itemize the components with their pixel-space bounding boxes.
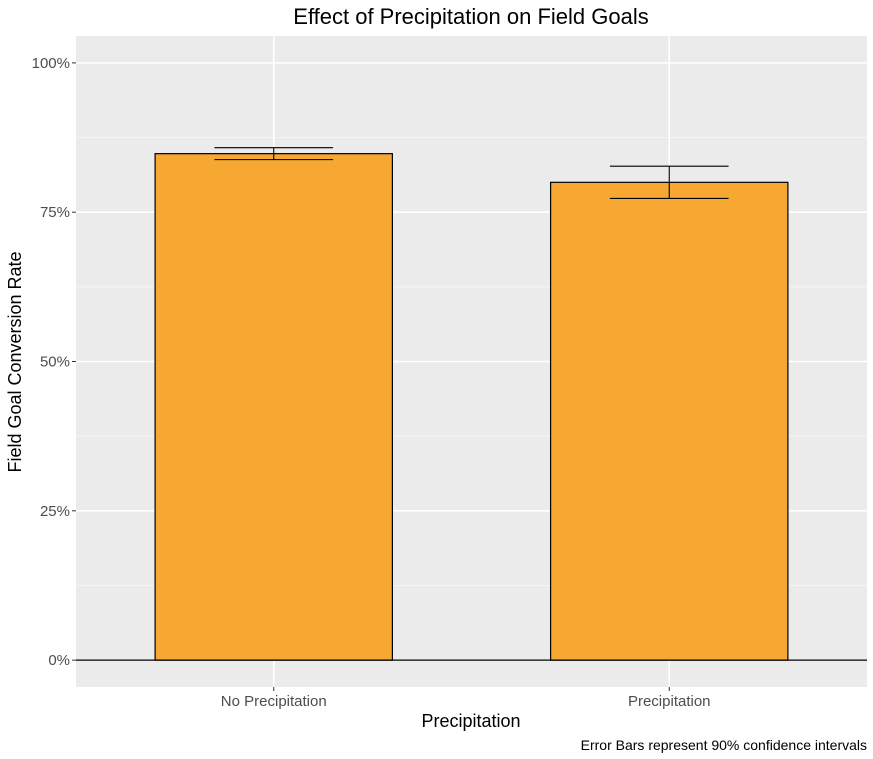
y-axis-label: Field Goal Conversion Rate (5, 251, 25, 472)
bar (154, 153, 394, 661)
bar (549, 181, 789, 661)
y-tick-label: 0% (48, 652, 70, 669)
error-bars (214, 147, 729, 200)
y-tick-label: 50% (40, 354, 70, 371)
x-tick-label: No Precipitation (221, 693, 327, 710)
y-tick-label: 75% (40, 204, 70, 221)
error-bar (609, 165, 729, 200)
x-axis-label: Precipitation (421, 711, 520, 731)
bars (76, 153, 867, 661)
y-tick-label: 25% (40, 503, 70, 520)
error-bar (214, 147, 334, 161)
chart-caption: Error Bars represent 90% confidence inte… (581, 737, 867, 753)
y-tick-label: 100% (32, 55, 70, 72)
y-axis-ticks: 0% 25% 50% 75% 100% (32, 55, 76, 669)
x-tick-label: Precipitation (628, 693, 711, 710)
x-axis-ticks: No Precipitation Precipitation (221, 687, 711, 710)
chart-title: Effect of Precipitation on Field Goals (293, 4, 648, 29)
